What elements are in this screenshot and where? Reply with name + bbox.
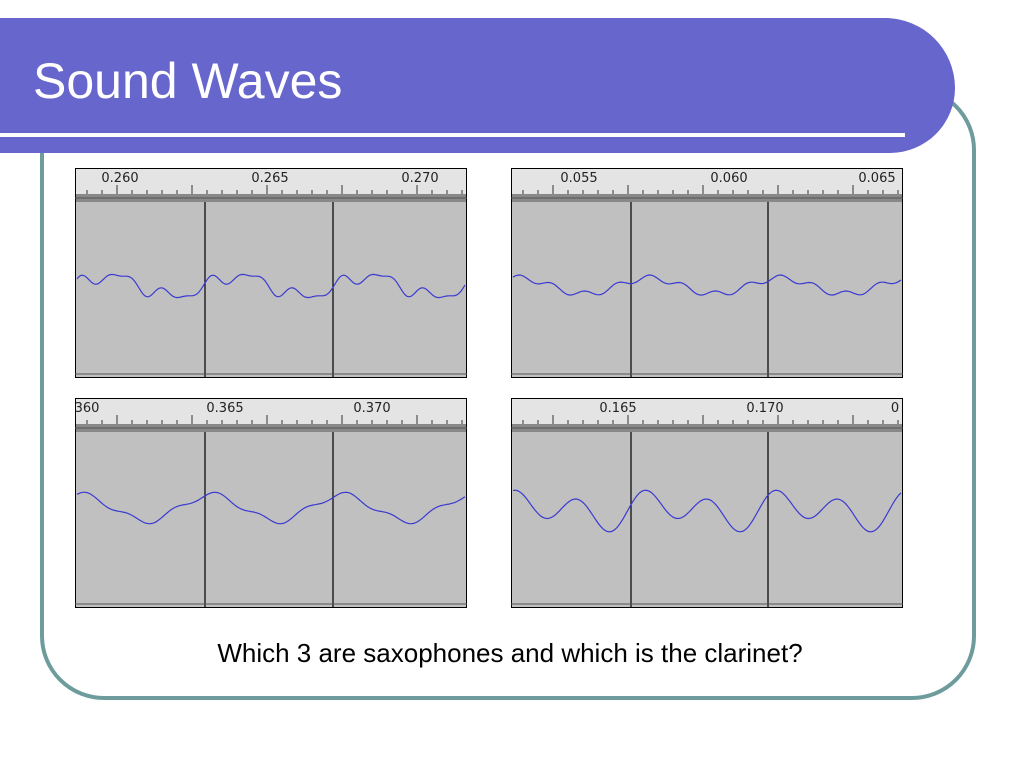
title-bar	[0, 18, 955, 153]
title-rule	[0, 133, 905, 137]
panel-body	[75, 398, 467, 608]
panel-body	[75, 168, 467, 378]
tick-label: 0	[891, 401, 899, 416]
tick-label: 0.055	[560, 171, 597, 186]
waveform-panel: 360 0.365 0.370	[75, 398, 467, 608]
panel-body	[511, 398, 903, 608]
waveform	[76, 273, 466, 299]
tick-label: 0.370	[353, 401, 390, 416]
waveform-panel: 0.165 0.170 0	[511, 398, 903, 608]
tick-label: 0.265	[251, 171, 288, 186]
waveform	[76, 491, 466, 525]
tick-label: 0.165	[599, 401, 636, 416]
tick-label: 360	[75, 401, 100, 416]
waveform-panel: 0.055 0.060 0.065	[511, 168, 903, 378]
tick-label: 0.170	[746, 401, 783, 416]
tick-label: 0.060	[710, 171, 747, 186]
waveform-panel: 0.260 0.265 0.270	[75, 168, 467, 378]
title: Sound Waves	[33, 53, 342, 109]
tick-label: 0.365	[206, 401, 243, 416]
tick-label: 0.260	[101, 171, 138, 186]
ruler	[76, 399, 466, 424]
tick-label: 0.270	[401, 171, 438, 186]
ruler	[512, 399, 902, 424]
tick-label: 0.065	[858, 171, 895, 186]
caption: Which 3 are saxophones and which is the …	[217, 638, 802, 668]
waveform	[512, 489, 902, 533]
panel-body	[511, 168, 903, 378]
ruler	[76, 169, 466, 194]
waveform	[512, 274, 902, 296]
ruler	[512, 169, 902, 194]
